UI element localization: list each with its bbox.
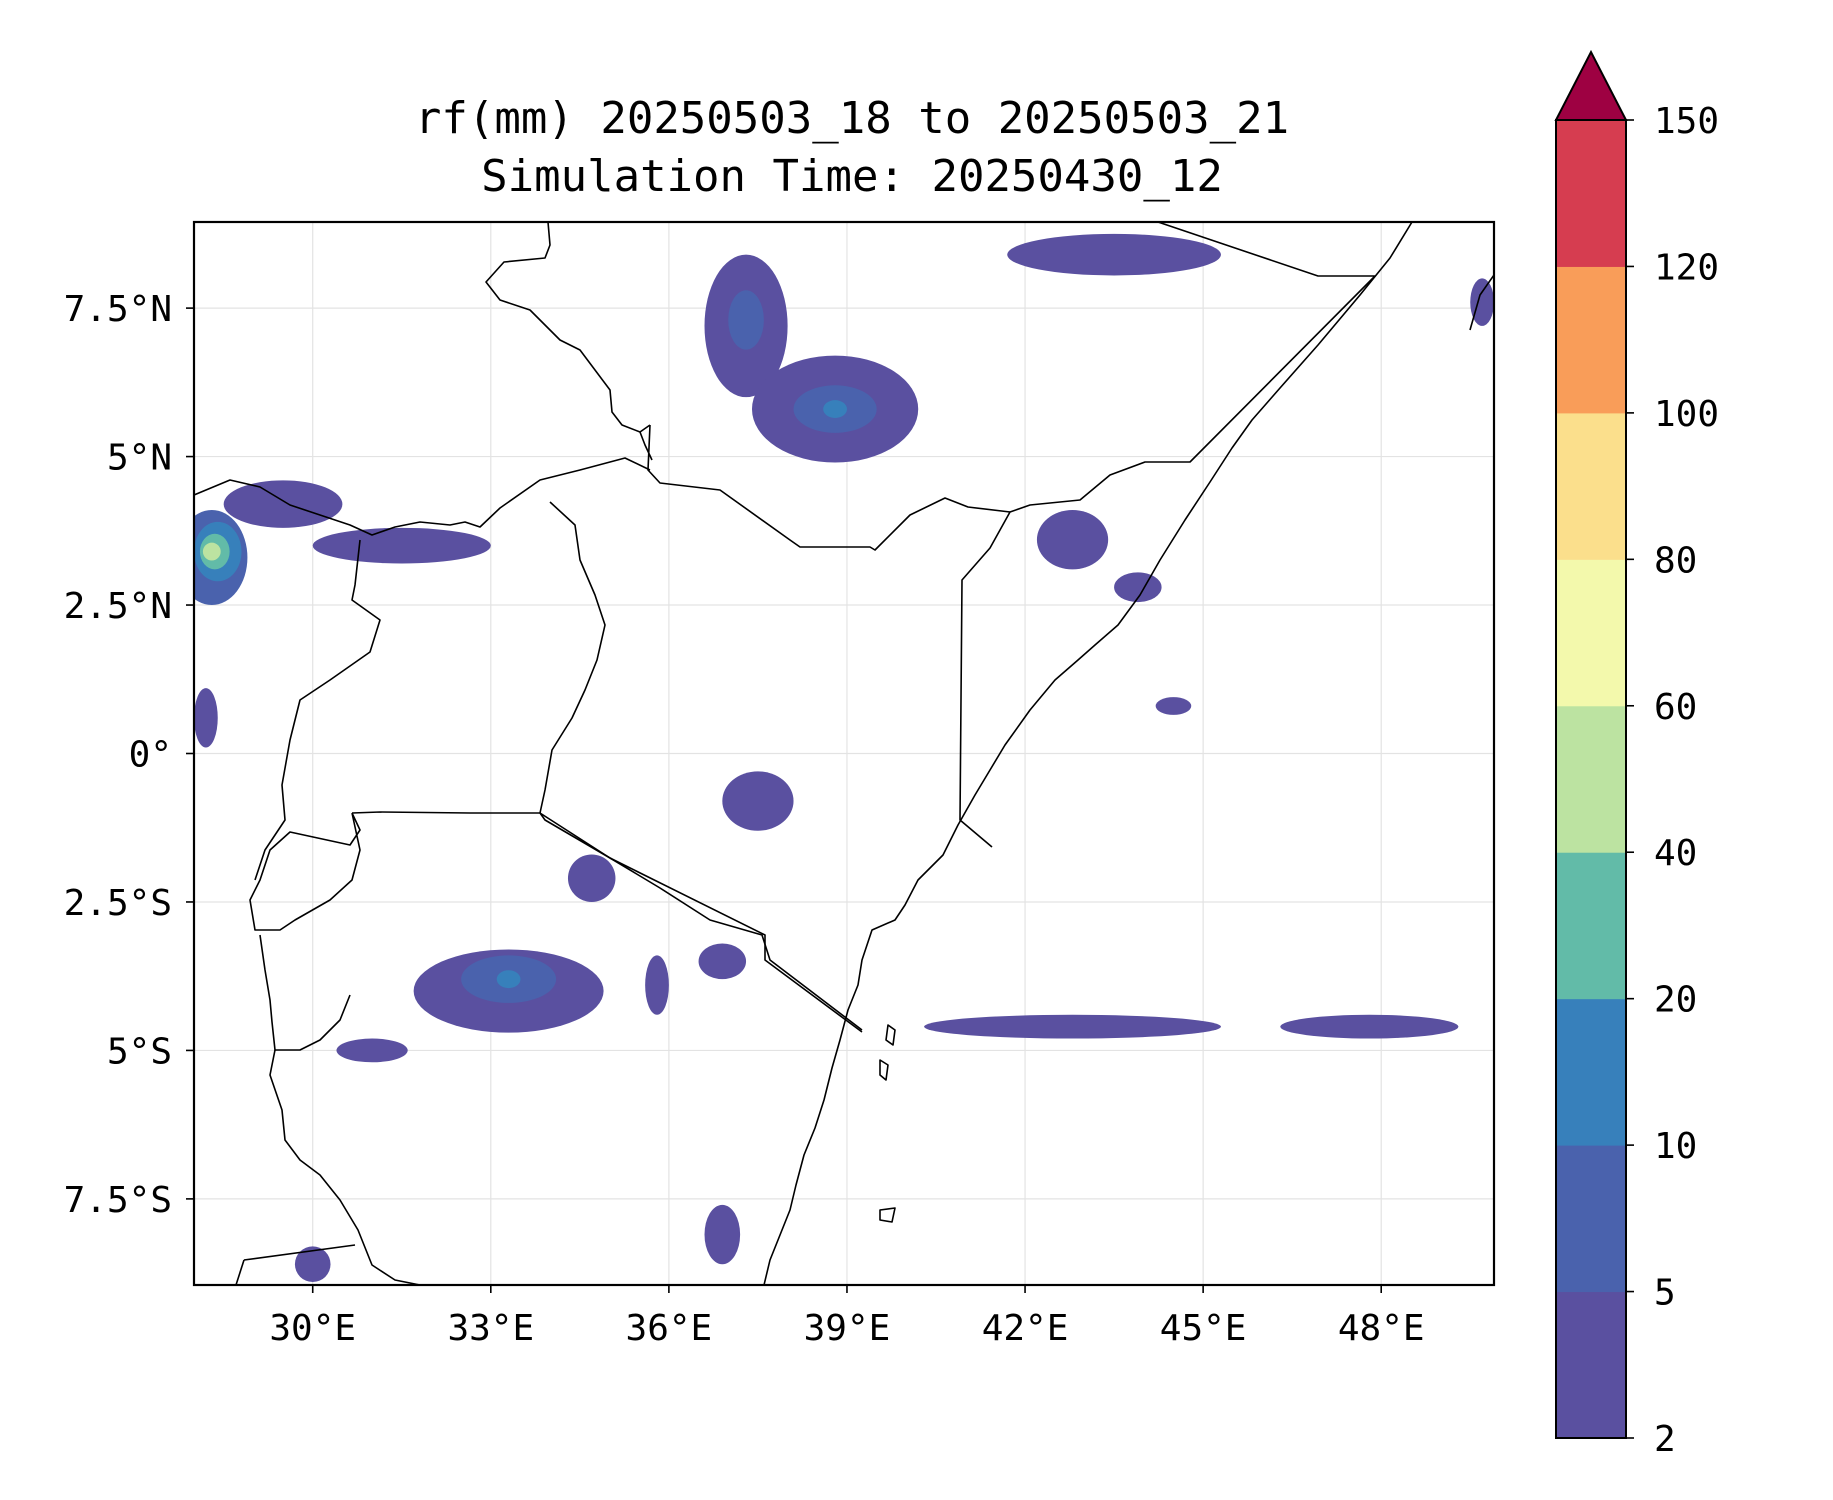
- colorbar-segment-6: [1556, 412, 1626, 560]
- rain-cell-25: [704, 1204, 741, 1265]
- border-drc-zambia-southwest: [269, 1049, 421, 1285]
- gridlines: [194, 222, 1494, 1285]
- colorbar-extend-arrow: [1554, 49, 1628, 121]
- rain-cell-13: [1036, 510, 1109, 570]
- rain-cell-19: [567, 854, 616, 902]
- colorbar-label-5: 60: [1654, 687, 1697, 728]
- rain-cell-12: [1007, 233, 1221, 276]
- colorbar-label-2: 10: [1654, 1126, 1697, 1167]
- colorbar-segment-0: [1556, 1291, 1626, 1439]
- lat-tick-label-4: 2.5°S: [64, 883, 172, 924]
- map-title-line1: rf(mm) 20250503_18 to 20250503_21: [415, 93, 1289, 144]
- border-south-edge: [235, 1259, 245, 1285]
- rain-cell-28: [1155, 697, 1192, 715]
- rain-cell-5: [312, 527, 491, 564]
- colorbar-segment-8: [1556, 120, 1626, 267]
- rain-cell-27: [1470, 278, 1494, 326]
- border-uganda-drc: [254, 539, 381, 881]
- colorbar-segment-7: [1556, 266, 1626, 414]
- lon-tick-label-3: 39°E: [804, 1308, 891, 1349]
- colorbar-label-8: 120: [1654, 247, 1719, 288]
- lat-tick-label-1: 5°N: [107, 438, 172, 479]
- lat-tick-label-2: 2.5°N: [64, 586, 172, 627]
- rain-cell-20: [645, 955, 669, 1015]
- lat-tick-label-0: 7.5°N: [64, 289, 172, 330]
- colorbar-segment-1: [1556, 1145, 1626, 1293]
- border-ethiopia-somalia: [959, 222, 1376, 848]
- colorbar-segment-4: [1556, 705, 1626, 853]
- rain-cell-3: [202, 542, 221, 561]
- border-zambia-tanzania: [243, 1244, 356, 1261]
- coastlines-borders: [194, 222, 1494, 1285]
- map-area: 30°E 33°E 36°E 39°E 42°E 45°E 48°E 7.5°N 5°N 2.5…: [64, 220, 1496, 1349]
- colorbar-label-1: 5: [1654, 1273, 1676, 1314]
- mafia-island: [879, 1207, 896, 1223]
- rain-cell-26: [294, 1246, 331, 1283]
- border-south-sudan-ethiopia: [485, 222, 651, 433]
- map-title-line2: Simulation Time: 20250430_12: [481, 151, 1223, 202]
- rain-cell-18: [496, 970, 521, 989]
- colorbar-segment-2: [1556, 998, 1626, 1146]
- rain-cell-22: [336, 1038, 408, 1063]
- colorbar-label-0: 2: [1654, 1419, 1676, 1460]
- lon-tick-label-2: 36°E: [626, 1308, 713, 1349]
- longitude-ticks: 30°E 33°E 36°E 39°E 42°E 45°E 48°E: [269, 1285, 1425, 1349]
- rain-cell-11: [823, 400, 847, 418]
- lon-tick-label-1: 33°E: [447, 1308, 534, 1349]
- rainfall-field: [194, 233, 1494, 1283]
- rain-cell-6: [194, 688, 218, 748]
- rain-cell-24: [1280, 1014, 1459, 1039]
- rain-cell-4: [223, 480, 343, 528]
- rain-cell-8: [728, 290, 764, 350]
- lon-tick-label-5: 45°E: [1160, 1308, 1247, 1349]
- lake-turkana: [639, 431, 653, 461]
- border-rwanda-burundi: [249, 812, 361, 931]
- colorbar-segment-5: [1556, 559, 1626, 707]
- pemba-island: [885, 1024, 896, 1046]
- colorbar-label-3: 20: [1654, 980, 1697, 1021]
- latitude-ticks: 7.5°N 5°N 2.5°N 0° 2.5°S 5°S 7.5°S: [64, 289, 194, 1221]
- rain-cell-21: [698, 943, 747, 980]
- colorbar-label-7: 100: [1654, 394, 1719, 435]
- rain-cell-14: [1114, 572, 1162, 603]
- lat-tick-label-5: 5°S: [107, 1031, 172, 1072]
- border-ethiopia-kenya: [647, 424, 1011, 551]
- lon-tick-label-4: 42°E: [982, 1308, 1069, 1349]
- coastline-east-africa: [763, 222, 1413, 1285]
- colorbar-label-6: 80: [1654, 540, 1697, 581]
- colorbar-frame: [1555, 119, 1627, 1439]
- lat-tick-label-3: 0°: [129, 735, 172, 776]
- lon-tick-label-6: 48°E: [1338, 1308, 1425, 1349]
- colorbar-segment-3: [1556, 852, 1626, 1000]
- rain-cell-23: [924, 1014, 1221, 1039]
- lat-tick-label-6: 7.5°S: [64, 1180, 172, 1221]
- border-south-sudan-uganda-drc: [194, 457, 651, 536]
- colorbar: 2 5 10 20 40 60 80 100 120 150: [1554, 49, 1719, 1460]
- coastline-gulf-of-aden: [1469, 274, 1494, 331]
- colorbar-label-9: 150: [1654, 101, 1719, 142]
- border-tanzania-north: [539, 812, 863, 1033]
- rain-cell-15: [722, 771, 794, 831]
- zanzibar-island: [879, 1059, 889, 1081]
- lon-tick-label-0: 30°E: [269, 1308, 356, 1349]
- colorbar-label-4: 40: [1654, 833, 1697, 874]
- border-kenya-uganda: [539, 501, 606, 814]
